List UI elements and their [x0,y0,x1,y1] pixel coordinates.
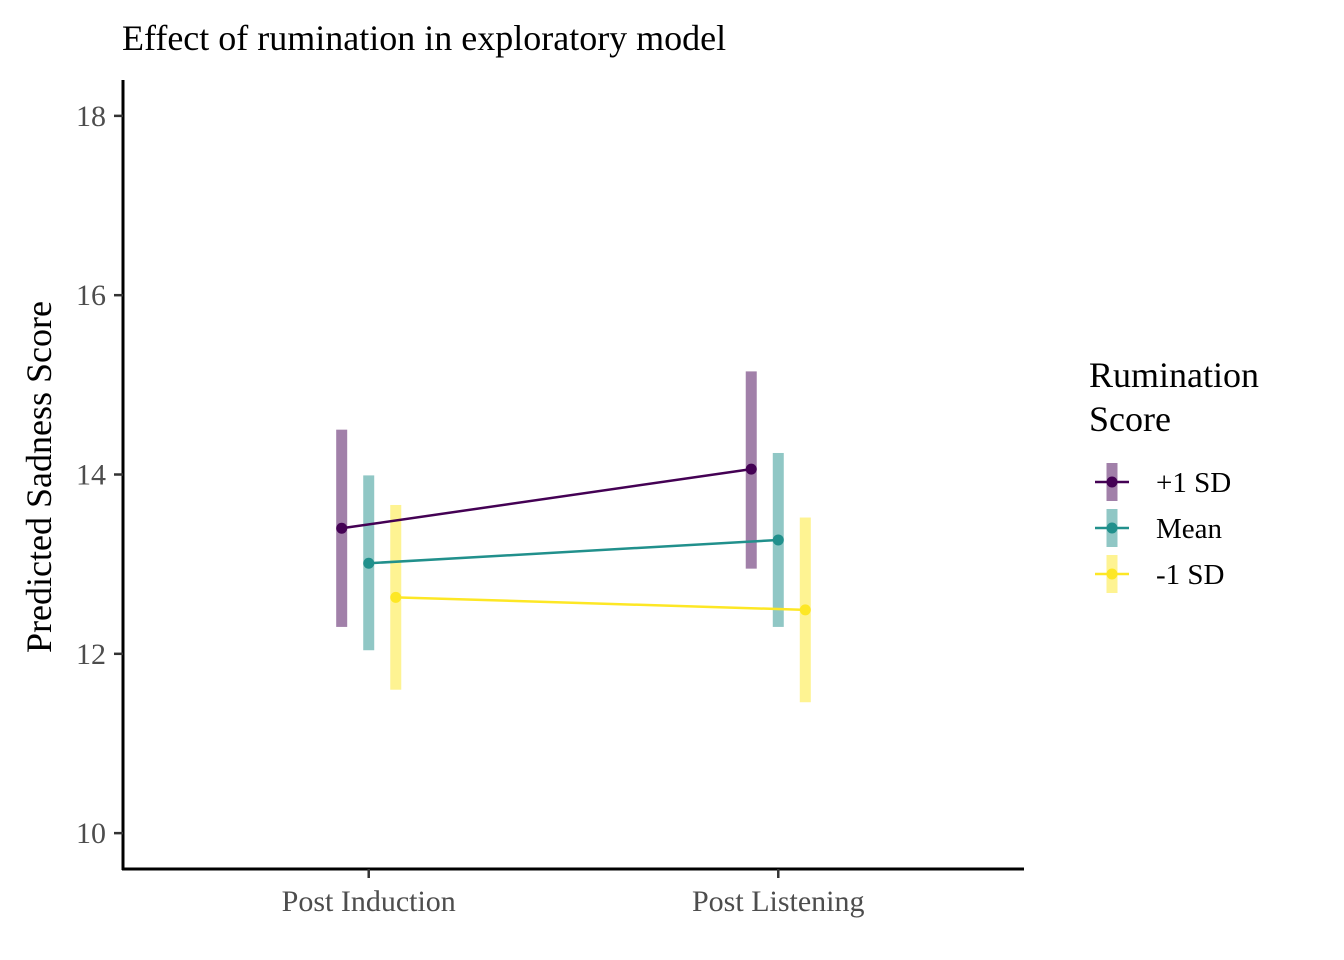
x-tick-label: Post Induction [282,885,456,918]
legend-key-point [1106,476,1118,488]
data-point [390,591,402,603]
series-line [368,538,779,565]
chart-title: Effect of rumination in exploratory mode… [122,18,726,58]
legend-item: -1 SD [1095,555,1224,593]
confidence-intervals [336,371,811,703]
y-axis-label: Predicted Sadness Score [19,301,59,653]
data-point [336,522,348,534]
data-point [745,463,757,475]
legend-key-point [1106,568,1118,580]
y-tick-label: 10 [76,817,106,850]
legend-title: Rumination [1089,355,1259,395]
series-lines [341,467,806,612]
x-tick-label: Post Listening [692,885,865,918]
data-point [363,557,375,569]
legend-item: +1 SD [1095,463,1231,501]
legend-key-point [1106,522,1118,534]
y-tick-label: 12 [76,638,106,671]
y-tick-label: 14 [76,459,106,492]
legend-label: +1 SD [1156,467,1231,499]
series-line [341,467,752,530]
data-points [336,463,811,616]
y-tick-label: 18 [76,100,106,133]
y-tick-label: 16 [76,279,106,312]
series-line [395,596,806,612]
legend-item: Mean [1095,509,1223,547]
data-point [799,604,811,616]
data-point [772,534,784,546]
axes: 10 12 14 16 18 Post Induction Post Listening [76,80,1024,918]
legend-title: Score [1089,399,1171,439]
legend-label: -1 SD [1156,559,1224,591]
legend-label: Mean [1156,513,1223,545]
